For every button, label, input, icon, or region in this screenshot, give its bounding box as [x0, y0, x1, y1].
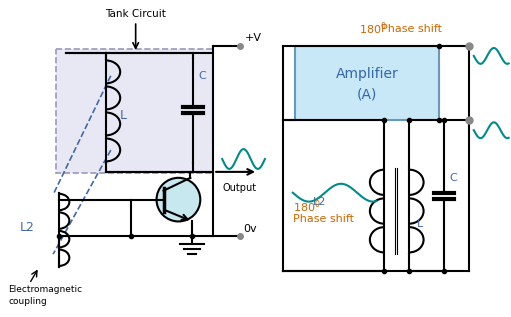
Text: C: C [449, 173, 457, 183]
Bar [56, 49, 213, 173]
Text: L: L [120, 109, 127, 122]
Text: C: C [198, 71, 206, 81]
Text: Phase shift: Phase shift [381, 24, 443, 34]
Text: L: L [417, 219, 424, 229]
Text: coupling: coupling [8, 297, 47, 306]
Bar [295, 46, 439, 120]
Text: (A): (A) [357, 87, 377, 101]
Text: 180$^0$: 180$^0$ [293, 198, 320, 215]
Circle shape [156, 178, 200, 222]
Text: Phase shift: Phase shift [293, 215, 354, 224]
Text: +V: +V [245, 33, 262, 43]
Text: Electromagnetic: Electromagnetic [8, 285, 82, 294]
Text: L2: L2 [19, 221, 34, 234]
Text: 0v: 0v [243, 224, 257, 234]
Text: 180$^0$: 180$^0$ [359, 21, 387, 37]
Text: Output: Output [222, 183, 257, 193]
Text: Tank Circuit: Tank Circuit [105, 9, 166, 19]
Text: Amplifier: Amplifier [336, 67, 398, 81]
Text: L2: L2 [313, 197, 326, 207]
